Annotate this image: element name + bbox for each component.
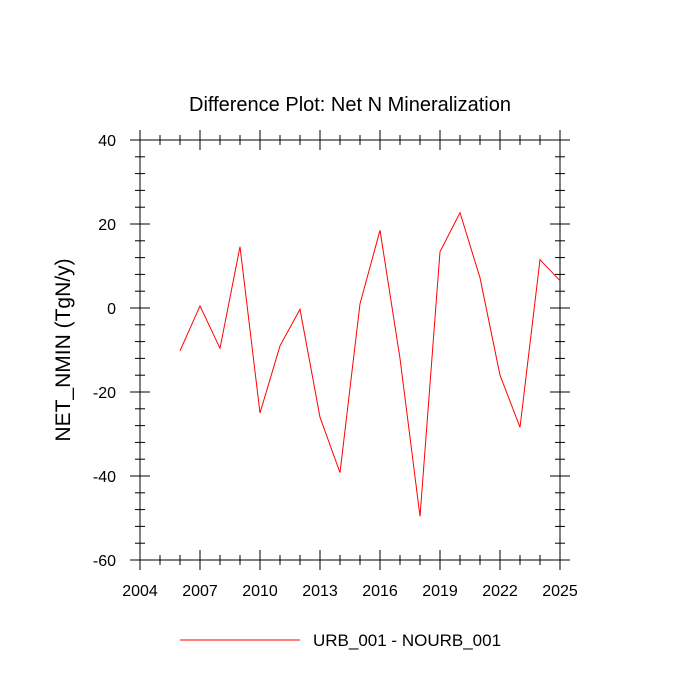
legend-label: URB_001 - NOURB_001 — [313, 631, 501, 650]
y-tick-label: -20 — [93, 385, 116, 402]
plot-frame — [139, 139, 561, 561]
y-axis-label: NET_NMIN (TgN/y) — [52, 258, 75, 441]
series-line-0 — [179, 211, 561, 517]
x-tick-label: 2019 — [422, 583, 458, 600]
y-tick-label: 40 — [98, 133, 116, 150]
x-tick-label: 2007 — [182, 583, 218, 600]
x-tick-label: 2022 — [482, 583, 518, 600]
x-tick-label: 2025 — [542, 583, 578, 600]
major-ticks — [130, 130, 570, 570]
y-tick-label: 0 — [107, 301, 116, 318]
x-tick-label: 2013 — [302, 583, 338, 600]
series-group — [179, 211, 561, 517]
y-tick-labels: -60 -40 -20 0 20 40 — [93, 133, 116, 570]
y-tick-label: -60 — [93, 553, 116, 570]
y-tick-label: -40 — [93, 469, 116, 486]
x-tick-label: 2004 — [122, 583, 158, 600]
x-tick-labels: 2004 2007 2010 2013 2016 2019 2022 2025 — [122, 583, 578, 600]
chart-title: Difference Plot: Net N Mineralization — [189, 94, 511, 116]
legend: URB_001 - NOURB_001 — [180, 631, 501, 650]
x-tick-label: 2010 — [242, 583, 278, 600]
minor-ticks — [135, 135, 565, 565]
x-tick-label: 2016 — [362, 583, 398, 600]
y-tick-label: 20 — [98, 217, 116, 234]
